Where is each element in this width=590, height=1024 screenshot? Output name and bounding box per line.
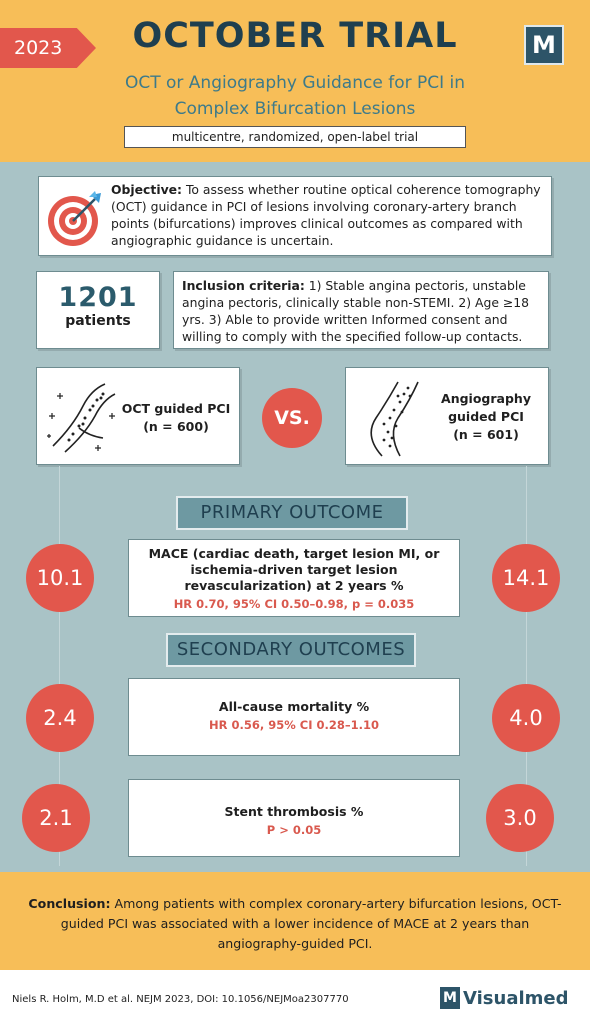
subtitle-line-2: Complex Bifurcation Lesions (174, 99, 416, 119)
visualmed-logo: M (524, 25, 564, 65)
oct-arm-card: OCT guided PCI (n = 600) (36, 367, 240, 465)
primary-outcome-stats: HR 0.70, 95% CI 0.50–0.98, p = 0.035 (173, 597, 415, 611)
mortality-oct-value: 2.4 (26, 684, 94, 752)
mortality-title: All-cause mortality % (218, 699, 370, 714)
conclusion-text: Among patients with complex coronary-art… (60, 896, 562, 951)
inclusion-label: Inclusion criteria: (182, 278, 305, 293)
primary-outcome-title: MACE (cardiac death, target lesion MI, o… (148, 546, 440, 593)
conclusion-label: Conclusion: (28, 896, 111, 911)
oct-arm-n: (n = 600) (143, 419, 209, 434)
primary-outcome-heading: PRIMARY OUTCOME (176, 496, 408, 530)
oct-connector-line (59, 466, 60, 866)
brand-logo: M Visualmed (440, 987, 568, 1009)
objective-card: Objective: To assess whether routine opt… (38, 176, 552, 256)
secondary-outcomes-heading: SECONDARY OUTCOMES (166, 633, 416, 667)
trial-design-tag: multicentre, randomized, open-label tria… (124, 126, 466, 148)
primary-outcome-card: MACE (cardiac death, target lesion MI, o… (128, 539, 460, 617)
mortality-angio-value: 4.0 (492, 684, 560, 752)
mortality-stats: HR 0.56, 95% CI 0.28–1.10 (209, 718, 379, 732)
header-banner: 2023 OCTOBER TRIAL OCT or Angiography Gu… (0, 0, 590, 162)
stent-angio-value: 3.0 (486, 784, 554, 852)
patients-card: 1201 patients (36, 271, 160, 349)
oct-vessel-icon (47, 383, 116, 453)
patient-count: 1201 (58, 282, 138, 313)
stent-stats: P > 0.05 (266, 823, 322, 837)
target-icon (48, 191, 101, 246)
stent-title: Stent thrombosis % (224, 804, 364, 819)
inclusion-body: 1) Stable angina pectoris, unstable angi… (182, 278, 530, 344)
stent-thrombosis-card: Stent thrombosis % P > 0.05 (128, 779, 460, 857)
brand-logo-mark: M (440, 987, 460, 1009)
objective-body: To assess whether routine optical cohere… (111, 182, 541, 248)
subtitle-line-1: OCT or Angiography Guidance for PCI in (124, 73, 466, 93)
page-title: OCTOBER TRIAL (132, 16, 458, 56)
angiography-arm-name-1: Angiography (441, 391, 531, 406)
year-badge: 2023 (0, 28, 96, 68)
brand-name: Visualmed (463, 987, 569, 1009)
angiography-connector-line (526, 466, 527, 866)
mortality-outcome-card: All-cause mortality % HR 0.56, 95% CI 0.… (128, 678, 460, 756)
inclusion-card: Inclusion criteria: 1) Stable angina pec… (173, 271, 549, 349)
stent-oct-value: 2.1 (22, 784, 90, 852)
citation: Niels R. Holm, M.D et al. NEJM 2023, DOI… (12, 994, 349, 1005)
primary-oct-value: 10.1 (26, 544, 94, 612)
angiography-arm-card: Angiography guided PCI (n = 601) (345, 367, 549, 465)
conclusion-banner: Conclusion: Among patients with complex … (0, 872, 590, 970)
page-subtitle: OCT or Angiography Guidance for PCI in C… (90, 70, 500, 122)
angiography-arm-label: Angiography guided PCI (n = 601) (430, 390, 542, 444)
angiography-arm-name-2: guided PCI (448, 409, 524, 424)
angiography-arm-n: (n = 601) (453, 427, 519, 442)
oct-arm-name: OCT guided PCI (121, 401, 231, 416)
primary-angio-value: 14.1 (492, 544, 560, 612)
oct-arm-label: OCT guided PCI (n = 600) (119, 400, 233, 436)
footer: Niels R. Holm, M.D et al. NEJM 2023, DOI… (0, 970, 590, 1024)
objective-label: Objective: (111, 182, 183, 197)
angiography-vessel-icon (370, 381, 419, 457)
versus-badge: VS. (262, 388, 322, 448)
objective-text: Objective: To assess whether routine opt… (111, 181, 547, 249)
patient-label: patients (65, 313, 131, 329)
inclusion-text: Inclusion criteria: 1) Stable angina pec… (182, 277, 544, 345)
